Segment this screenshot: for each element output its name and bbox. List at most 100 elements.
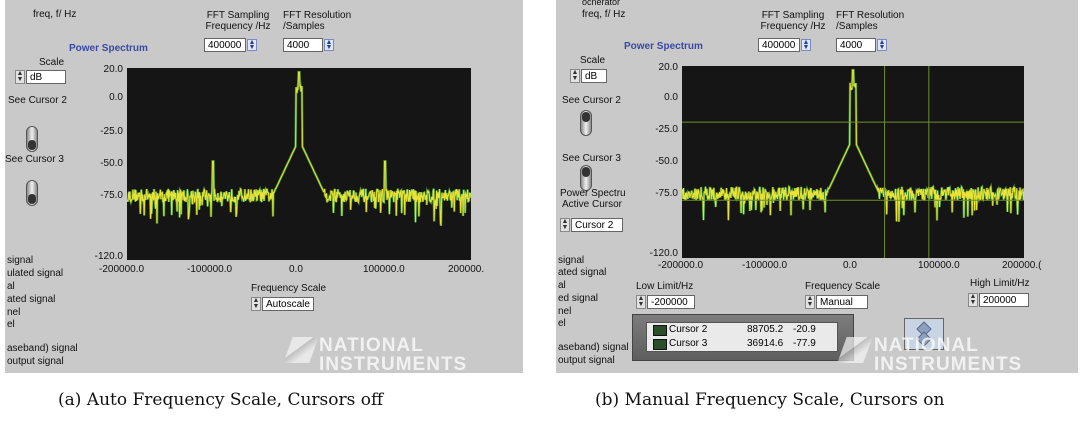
see-cursor-2-toggle[interactable] <box>26 126 38 152</box>
high-limit-spinner[interactable]: ▲ ▼ <box>968 293 978 307</box>
cursor-2-swatch <box>653 325 667 336</box>
see-cursor-3-label: See Cursor 3 <box>562 153 621 164</box>
y-tick-label: -75.0 <box>100 190 123 201</box>
signal-list-item: ed signal <box>558 293 599 304</box>
cursor-x-value: 36914.6 <box>747 338 784 349</box>
signal-list-item: al <box>7 281 15 292</box>
x-tick-label: 100000.0 <box>918 260 960 271</box>
power-spectrum-plot[interactable] <box>126 68 473 260</box>
signal-list-item: el <box>558 318 566 329</box>
y-tick-label: 20.0 <box>103 64 123 75</box>
see-cursor-3-label: See Cursor 3 <box>5 154 64 165</box>
sampling-frequency-spinner[interactable]: ▲ ▼ <box>801 39 811 51</box>
cursor-name: Cursor 2 <box>669 324 708 335</box>
cursor-y-value: -20.9 <box>793 324 816 335</box>
x-tick-label: -200000.0 <box>658 260 704 271</box>
signal-list-item: aseband) signal <box>558 342 629 353</box>
active-cursor-select[interactable]: Cursor 2 <box>571 218 623 232</box>
logo-text-instruments: INSTRUMENTS <box>874 354 1023 373</box>
scale-spinner[interactable]: ▲ ▼ <box>15 70 25 84</box>
resolution-label-1: FFT Resolution <box>836 10 905 21</box>
cursor-legend-table[interactable]: Cursor 2 88705.2 -20.9 Cursor 3 36914.6 … <box>646 322 838 352</box>
cursor-move-pad[interactable] <box>904 318 944 350</box>
signal-list-item: ulated signal <box>7 268 64 279</box>
power-spectrum-trace <box>680 66 1026 258</box>
frequency-scale-select[interactable]: Autoscale <box>262 297 314 311</box>
signal-list-item: el <box>7 319 15 330</box>
caption-a: (a) Auto Frequency Scale, Cursors off <box>58 390 384 410</box>
see-cursor-2-label: See Cursor 2 <box>562 95 621 106</box>
y-tick-label: -25.0 <box>655 124 678 135</box>
signal-list-item: al <box>558 280 566 291</box>
y-tick-label: 0.0 <box>664 92 678 103</box>
cursor-y-value: -77.9 <box>793 338 816 349</box>
frequency-scale-spinner[interactable]: ▲ ▼ <box>251 297 261 311</box>
sampling-label-1: FFT Sampling <box>761 10 825 21</box>
x-tick-label: -200000.0 <box>99 264 145 275</box>
power-spectrum-plot[interactable] <box>680 66 1026 258</box>
y-tick-label: 0.0 <box>109 92 123 103</box>
y-tick-label: -25.0 <box>100 126 123 137</box>
y-tick-label: -120.0 <box>649 248 678 259</box>
high-limit-label: High Limit/Hz <box>970 278 1030 289</box>
x-tick-label: 100000.0 <box>363 264 405 275</box>
y-tick-label: -75.0 <box>655 188 678 199</box>
y-tick-label: -50.0 <box>100 158 123 169</box>
scale-spinner[interactable]: ▲ ▼ <box>570 69 580 83</box>
freq-label: freq, f/ Hz <box>582 9 626 20</box>
logo-text-instruments: INSTRUMENTS <box>319 354 468 373</box>
fft-resolution-spinner[interactable]: ▲ ▼ <box>877 39 887 51</box>
scale-select[interactable]: dB <box>26 70 66 84</box>
spectrum-trace-line <box>126 71 472 226</box>
frequency-scale-label: Frequency Scale <box>805 281 881 292</box>
power-spectrum-trace <box>126 70 473 226</box>
x-tick-label: -100000.0 <box>742 260 788 271</box>
x-tick-label: 0.0 <box>289 264 303 275</box>
x-tick-label: 200000. <box>448 264 485 275</box>
fft-resolution-spinner[interactable]: ▲ ▼ <box>324 39 334 51</box>
cursor-row[interactable]: Cursor 2 88705.2 -20.9 <box>647 323 837 336</box>
resolution-label-2: /Samples <box>283 21 325 32</box>
resolution-label-2: /Samples <box>836 21 878 32</box>
see-cursor-2-toggle[interactable] <box>580 110 592 136</box>
scale-label: Scale <box>39 57 65 68</box>
sampling-frequency-input[interactable]: 400000 <box>758 38 800 52</box>
sampling-frequency-input[interactable]: 400000 <box>204 38 246 52</box>
frequency-scale-spinner[interactable]: ▲ ▼ <box>805 295 815 309</box>
low-limit-input[interactable]: -200000 <box>647 295 695 309</box>
high-limit-input[interactable]: 200000 <box>979 293 1029 307</box>
x-tick-label: -100000.0 <box>187 264 233 275</box>
signal-list-item: aseband) signal <box>7 343 78 354</box>
sampling-label-2: Frequency /Hz <box>205 21 271 32</box>
low-limit-spinner[interactable]: ▲ ▼ <box>636 295 646 309</box>
active-cursor-label-1: Power Spectru <box>560 188 626 199</box>
cursor-x-value: 88705.2 <box>747 324 784 335</box>
cursor-3-swatch <box>653 339 667 350</box>
signal-list-item: ated signal <box>7 294 56 305</box>
fft-resolution-input[interactable]: 4000 <box>283 38 323 52</box>
fft-resolution-input[interactable]: 4000 <box>836 38 876 52</box>
panel-a-screenshot: freq, f/ Hz FFT Sampling Frequency /Hz 4… <box>5 0 523 373</box>
panel-b-screenshot: ocnerator freq, f/ Hz FFT Sampling Frequ… <box>556 0 1078 373</box>
x-tick-label: 200000.( <box>1002 260 1042 271</box>
see-cursor-2-label: See Cursor 2 <box>8 95 67 106</box>
frequency-scale-select[interactable]: Manual <box>816 295 868 309</box>
diamond-arrows-icon <box>916 321 932 347</box>
cursor-row[interactable]: Cursor 3 36914.6 -77.9 <box>647 337 837 350</box>
graph-title: Power Spectrum <box>624 41 703 52</box>
active-cursor-spinner[interactable]: ▲ ▼ <box>560 218 570 232</box>
y-tick-label: 20.0 <box>658 62 678 73</box>
signal-list-item: nel <box>558 306 572 317</box>
signal-list-item: nel <box>7 307 21 318</box>
frequency-scale-label: Frequency Scale <box>251 283 327 294</box>
scale-select[interactable]: dB <box>581 69 607 83</box>
signal-list-item: output signal <box>558 355 615 366</box>
see-cursor-3-toggle[interactable] <box>26 180 38 206</box>
spectrum-trace-line <box>681 69 1025 222</box>
resolution-label-1: FFT Resolution <box>283 10 352 21</box>
sampling-label-1: FFT Sampling <box>206 10 270 21</box>
sampling-frequency-spinner[interactable]: ▲ ▼ <box>247 39 257 51</box>
sampling-label-2: Frequency /Hz <box>760 21 826 32</box>
see-cursor-3-toggle[interactable] <box>580 165 592 191</box>
x-tick-label: 0.0 <box>843 260 857 271</box>
